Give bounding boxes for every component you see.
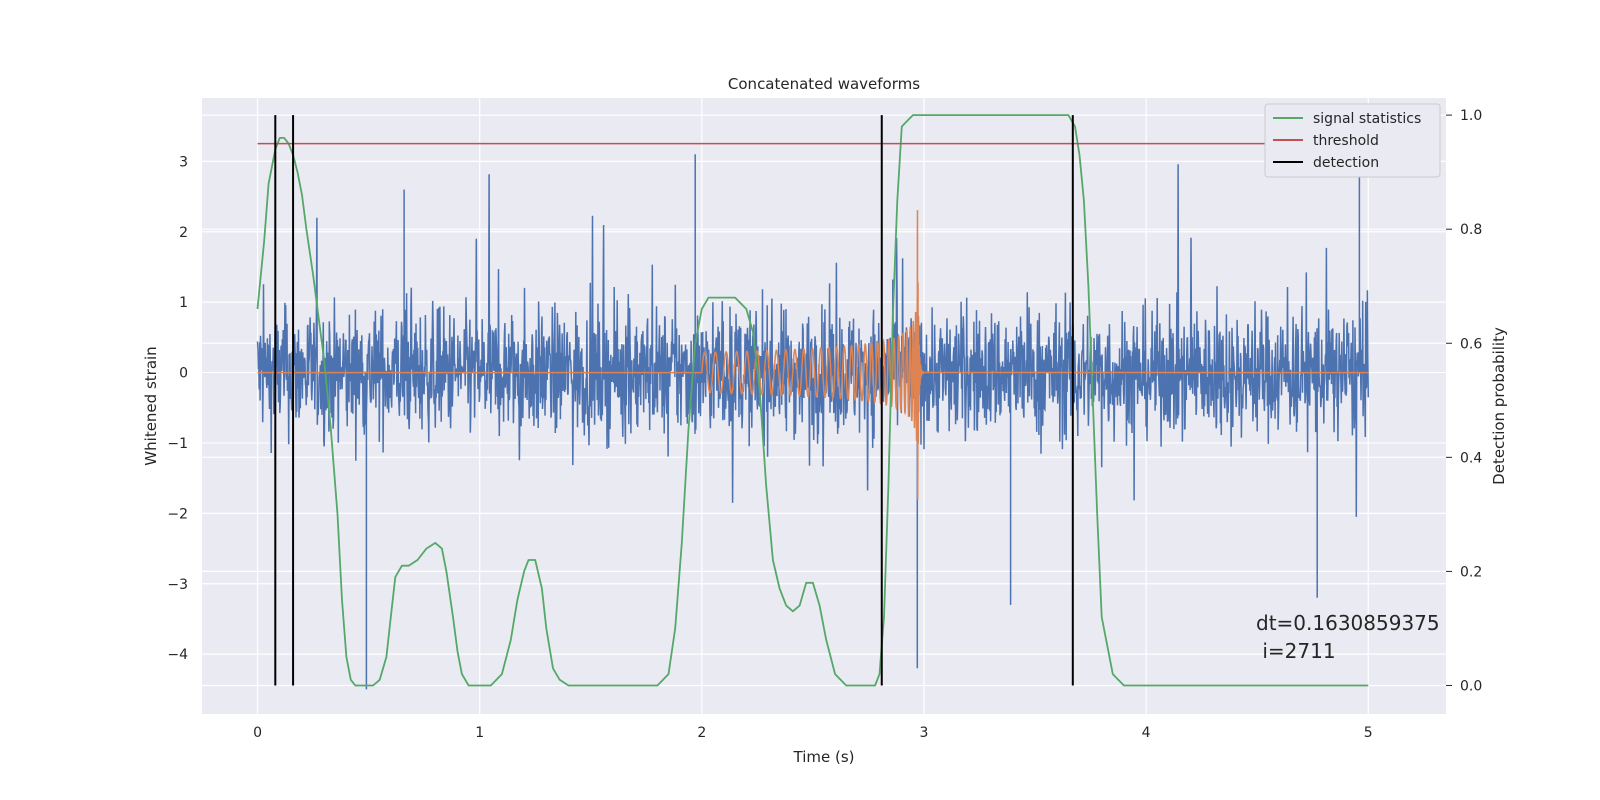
annotation-line: dt=0.1630859375 <box>1256 611 1440 635</box>
y2-tick-label: 0.4 <box>1460 450 1482 466</box>
y-tick-label: −4 <box>167 647 188 663</box>
y-tick-label: −2 <box>167 506 188 522</box>
y-axis-label: Whitened strain <box>142 346 160 465</box>
x-tick-label: 2 <box>697 725 706 741</box>
x-axis-label: Time (s) <box>793 748 855 766</box>
x-tick-label: 5 <box>1364 725 1373 741</box>
y2-tick-label: 0.0 <box>1460 678 1482 694</box>
legend-box <box>1264 103 1441 178</box>
y2-tick-label: 1.0 <box>1460 108 1482 124</box>
y-tick-label: 1 <box>179 295 188 311</box>
injected-waveform-line <box>257 210 1369 500</box>
chart-title: Concatenated waveforms <box>728 75 920 93</box>
y-tick-label: −3 <box>167 577 188 593</box>
y2-tick-label: 0.2 <box>1460 564 1482 580</box>
legend-label: detection <box>1313 155 1379 171</box>
legend-label: signal statistics <box>1313 111 1421 127</box>
y2-axis-label: Detection probability <box>1490 327 1508 485</box>
y-tick-label: 3 <box>179 154 188 170</box>
y2-tick-label: 0.6 <box>1460 336 1482 352</box>
annotation-line: i=2711 <box>1256 639 1336 663</box>
y-tick-label: 2 <box>179 225 188 241</box>
x-tick-label: 0 <box>253 725 262 741</box>
legend-label: threshold <box>1313 133 1379 149</box>
signal-statistics-line <box>256 114 1369 687</box>
y-tick-label: 0 <box>179 366 188 382</box>
legend: signal statistics threshold detection <box>1264 103 1441 178</box>
y-tick-label: −1 <box>167 436 188 452</box>
x-tick-label: 1 <box>475 725 484 741</box>
x-tick-label: 3 <box>920 725 929 741</box>
y2-tick-label: 0.8 <box>1460 222 1482 238</box>
tick-labels: 0 1 2 3 4 5 −4 −3 −2 −1 0 1 2 3 0.0 0.2 0.4 0.6 0.8 1.0 <box>167 108 1482 741</box>
data-layer <box>256 114 1391 690</box>
annotation-text: dt=0.1630859375 i=2711 <box>1256 611 1440 663</box>
x-tick-label: 4 <box>1142 725 1151 741</box>
